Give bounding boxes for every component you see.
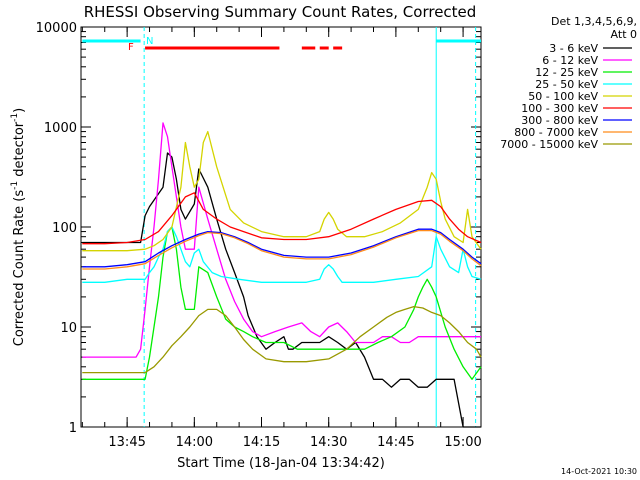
flag-n-label: N <box>146 36 153 47</box>
legend-label: 800 - 7000 keV <box>514 126 598 139</box>
x-tick-label: 14:30 <box>310 435 347 450</box>
series-line <box>82 192 482 245</box>
series-line <box>82 228 482 268</box>
timestamp: 14-Oct-2021 10:30 <box>561 467 637 476</box>
y-axis-label: Corrected Count Rate (s-1 detector-1) <box>10 108 27 346</box>
plot-frame <box>80 26 482 428</box>
y-tick-label: 1 <box>69 421 77 436</box>
legend-label: 25 - 50 keV <box>535 78 598 91</box>
x-tick-label: 14:45 <box>377 435 414 450</box>
legend-label: 7000 - 15000 keV <box>500 138 598 151</box>
flag-bars <box>82 39 481 50</box>
flag-f-label: F <box>128 42 134 53</box>
y-axis-ticks: 1 10 100 1000 10000 <box>36 21 481 436</box>
legend-header-line1: Det 1,3,4,5,6,9, <box>551 15 637 28</box>
legend-label: 3 - 6 keV <box>549 42 598 55</box>
x-tick-label: 15:00 <box>444 435 481 450</box>
series-line <box>82 305 482 374</box>
x-axis-label: Start Time (18-Jan-04 13:34:42) <box>177 456 385 471</box>
chart-title: RHESSI Observing Summary Count Rates, Co… <box>84 3 477 21</box>
x-tick-label: 14:00 <box>176 435 213 450</box>
y-tick-label: 1000 <box>44 121 77 136</box>
vertical-markers <box>143 27 477 427</box>
x-tick-label: 14:15 <box>243 435 280 450</box>
legend-label: 300 - 800 keV <box>521 114 598 127</box>
series-line <box>82 229 482 270</box>
series-lines <box>82 122 482 428</box>
x-axis-ticks: 13:45 14:00 14:15 14:30 14:45 15:00 <box>81 27 482 450</box>
series-line <box>82 122 481 358</box>
legend-label: 6 - 12 keV <box>542 54 598 67</box>
y-tick-label: 100 <box>52 221 77 236</box>
series-line <box>82 152 481 428</box>
x-tick-label: 13:45 <box>108 435 145 450</box>
y-tick-label: 10 <box>60 321 77 336</box>
legend-label: 12 - 25 keV <box>535 66 598 79</box>
legend-label: 50 - 100 keV <box>528 90 598 103</box>
series-line <box>82 130 482 252</box>
legend-label: 100 - 300 keV <box>521 102 598 115</box>
y-tick-label: 10000 <box>36 21 77 36</box>
legend-header-line2: Att 0 <box>611 28 637 41</box>
